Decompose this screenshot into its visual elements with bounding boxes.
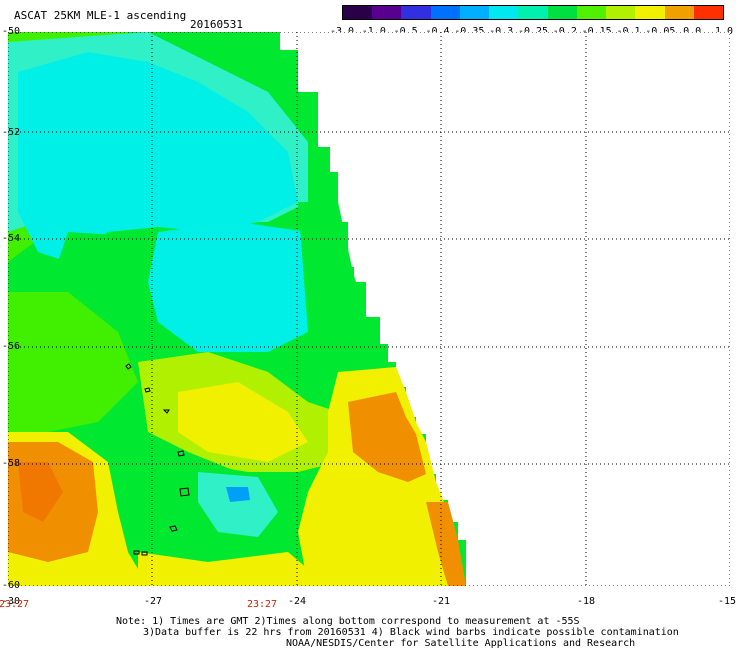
color-scale-segment	[664, 6, 694, 19]
swath-orange-southeast	[426, 502, 466, 586]
wind-swath	[8, 32, 466, 586]
color-scale-segment	[635, 6, 665, 19]
swath-green-east	[298, 202, 368, 352]
lat-label: -52	[2, 127, 21, 138]
lat-label: -60	[2, 580, 21, 591]
island-outline	[133, 550, 140, 555]
color-scale-segment	[343, 6, 373, 19]
time-label: 23:27	[246, 599, 278, 610]
color-scale-segment	[547, 6, 577, 19]
lon-label: -30	[1, 596, 21, 607]
swath-orange-east	[348, 392, 426, 482]
lon-label: -15	[717, 596, 737, 607]
color-scale-label: -0.4	[425, 26, 450, 37]
color-scale-segment	[693, 6, 724, 19]
lat-label: -50	[2, 26, 21, 37]
lon-label: -21	[431, 596, 451, 607]
island-outline	[169, 525, 178, 532]
swath-green-gap	[58, 232, 148, 312]
lon-label: -24	[287, 596, 307, 607]
swath-yellow-south	[138, 552, 328, 586]
island-outline	[144, 387, 151, 393]
lat-label: -56	[2, 341, 21, 352]
color-scale-segment	[518, 6, 548, 19]
island-outline	[141, 551, 148, 556]
color-scale-segment	[489, 6, 519, 19]
coastline-outlines	[125, 363, 190, 556]
swath-light-west	[8, 292, 138, 432]
color-scale-label: -3.0	[329, 26, 355, 37]
color-scale-segment	[430, 6, 460, 19]
color-scale-segment	[372, 6, 402, 19]
swath-cyan-central	[148, 222, 338, 352]
note-line-1: Note: 1) Times are GMT 2)Times along bot…	[116, 616, 580, 627]
swath-cyan-south	[198, 472, 278, 537]
swath-blue-spot	[226, 487, 250, 502]
island-outline	[177, 450, 185, 457]
swath-yellow-mid	[178, 382, 308, 462]
lon-label: -27	[143, 596, 163, 607]
color-scale-segment	[401, 6, 431, 19]
island-outline	[125, 363, 132, 370]
color-scale-bar	[342, 5, 724, 20]
wind-map	[8, 32, 730, 586]
note-line-3: NOAA/NESDIS/Center for Satellite Applica…	[286, 638, 636, 649]
color-scale-segment	[576, 6, 607, 19]
color-scale-label: -1.0	[361, 26, 386, 37]
map-title: ASCAT 25KM MLE-1 ascending	[14, 9, 187, 22]
swath-cyan-core	[18, 52, 298, 262]
swath-dark-orange-west	[18, 462, 63, 522]
color-scale-segment	[459, 6, 490, 19]
island-outline	[179, 487, 190, 497]
graticule	[8, 32, 730, 586]
time-label: 23:27	[0, 599, 30, 610]
color-scale-label: -0.35	[454, 26, 485, 37]
lon-label: -18	[576, 596, 596, 607]
island-outline	[162, 409, 170, 414]
lat-label: -58	[2, 458, 21, 469]
note-line-2: 3)Data buffer is 22 hrs from 20160531 4)…	[143, 627, 679, 638]
lat-label: -54	[2, 233, 21, 244]
map-date: 20160531	[190, 18, 243, 31]
color-scale-segment	[606, 6, 636, 19]
swath-yellow-east	[298, 367, 466, 586]
color-scale-label: -0.3	[489, 26, 514, 37]
color-scale-label: -0.5	[393, 26, 418, 37]
